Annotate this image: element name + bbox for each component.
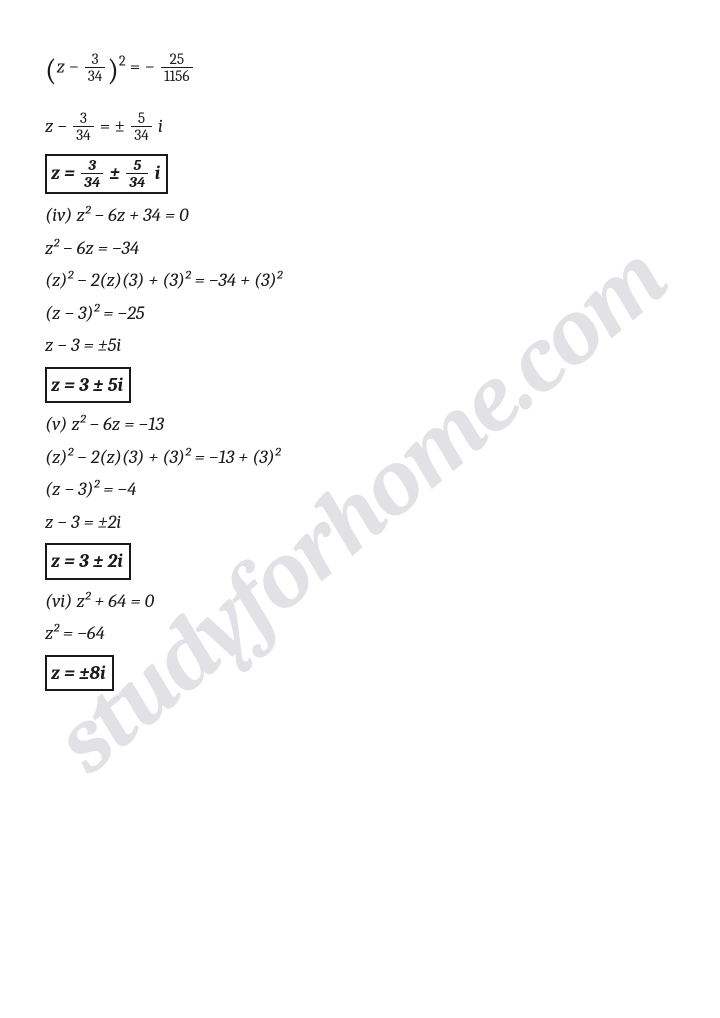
equation-line: (vi) z² + 64 = 0: [45, 587, 675, 616]
eq-text: (v) z² − 6z = −13: [45, 413, 164, 435]
equation-line: z − 3 = ±2i: [45, 508, 675, 537]
boxed-answer: z = ±8i: [45, 655, 114, 692]
eq-text: = ±: [100, 115, 125, 137]
frac-num: 3: [81, 158, 103, 173]
frac-den: 34: [126, 173, 148, 190]
eq-text: (z)² − 2(z)(3) + (3)² = −13 + (3)²: [45, 446, 280, 468]
equation-line: (z)² − 2(z)(3) + (3)² = −34 + (3)²: [45, 266, 675, 295]
equation-line: (z − 3)² = −4: [45, 475, 675, 504]
eq-text: z =: [51, 162, 75, 184]
equation-line: (iv) z² − 6z + 34 = 0: [45, 201, 675, 230]
eq-text: (vi) z² + 64 = 0: [45, 590, 154, 612]
frac-den: 34: [131, 126, 151, 143]
eq-text: z = ±8i: [51, 662, 106, 684]
boxed-answer: z = 3 ± 5i: [45, 367, 131, 404]
eq-text: z² − 6z = −34: [45, 237, 139, 259]
frac-den: 1156: [161, 67, 192, 84]
equation-line: (z − 3)² = −25: [45, 299, 675, 328]
math-content: (z − 334)2 = − 251156 z − 334 = ± 534 i …: [0, 0, 720, 729]
eq-text: z = 3 ± 5i: [51, 374, 123, 396]
equation-line: z² − 6z = −34: [45, 234, 675, 263]
eq-text: z − 3 = ±2i: [45, 511, 121, 533]
boxed-answer: z = 334 ± 534 i: [45, 154, 168, 194]
eq-text: z² = −64: [45, 622, 105, 644]
eq-text: (iv) z² − 6z + 34 = 0: [45, 204, 189, 226]
boxed-answer: z = 3 ± 2i: [45, 543, 131, 580]
eq-text: ±: [110, 162, 120, 184]
frac-num: 5: [131, 111, 151, 126]
frac-den: 34: [73, 126, 93, 143]
eq-text: (z − 3)² = −25: [45, 302, 144, 324]
frac-den: 34: [85, 67, 105, 84]
equation-line: (z − 334)2 = − 251156: [45, 39, 675, 103]
eq-text: i: [158, 115, 163, 137]
eq-text: (z − 3)² = −4: [45, 478, 136, 500]
equation-line: (v) z² − 6z = −13: [45, 410, 675, 439]
frac-num: 3: [85, 52, 105, 67]
eq-text: (z)² − 2(z)(3) + (3)² = −34 + (3)²: [45, 269, 282, 291]
equation-line: z² = −64: [45, 619, 675, 648]
eq-text: = −: [130, 55, 155, 77]
eq-text: i: [155, 162, 161, 184]
eq-text: z − 3 = ±5i: [45, 334, 121, 356]
frac-num: 3: [73, 111, 93, 126]
frac-den: 34: [81, 173, 103, 190]
eq-text: z −: [45, 115, 67, 137]
eq-text: z −: [57, 55, 79, 77]
eq-text: z = 3 ± 2i: [51, 550, 123, 572]
equation-line: (z)² − 2(z)(3) + (3)² = −13 + (3)²: [45, 443, 675, 472]
equation-line: z − 334 = ± 534 i: [45, 107, 675, 147]
equation-line: z − 3 = ±5i: [45, 331, 675, 360]
frac-num: 25: [161, 52, 192, 67]
frac-num: 5: [126, 158, 148, 173]
